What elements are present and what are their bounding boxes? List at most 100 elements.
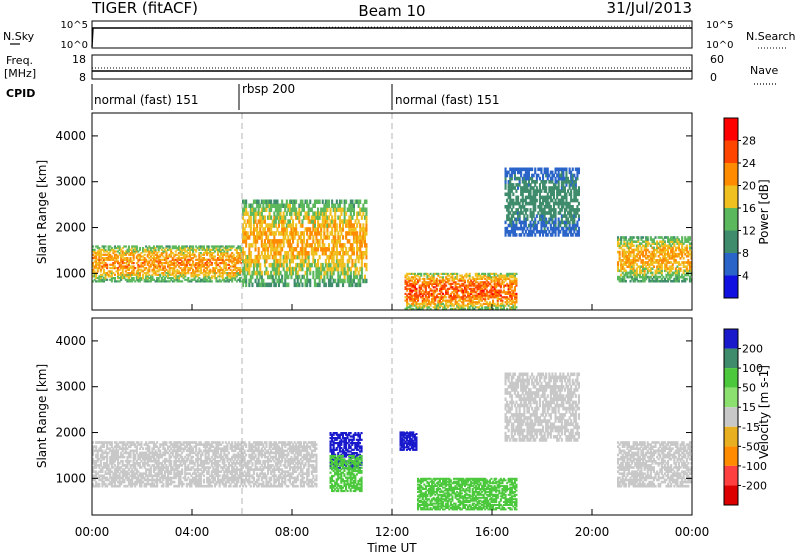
power-cell-0 bbox=[185, 250, 188, 253]
power-cell-2 bbox=[434, 279, 437, 282]
power-cell-3 bbox=[560, 205, 563, 209]
power-cell-2 bbox=[507, 297, 510, 300]
power-cell-2 bbox=[468, 296, 471, 299]
power-cell-0 bbox=[138, 272, 141, 275]
power-cell-0 bbox=[187, 267, 190, 270]
power-cell-2 bbox=[459, 274, 462, 277]
power-cell-0 bbox=[240, 250, 243, 253]
power-cell-0 bbox=[220, 250, 223, 253]
power-cell-2 bbox=[509, 279, 512, 282]
power-cell-2 bbox=[442, 306, 445, 309]
power-cell-1 bbox=[259, 282, 262, 288]
power-cell-2 bbox=[448, 282, 451, 285]
power-cell-0 bbox=[165, 247, 168, 250]
power-cell-2 bbox=[448, 274, 451, 277]
power-cell-2 bbox=[415, 294, 418, 297]
power-cell-0 bbox=[157, 265, 160, 268]
power-cell-1 bbox=[351, 247, 354, 252]
power-cell-2 bbox=[498, 292, 501, 295]
power-cell-0 bbox=[145, 277, 148, 280]
power-cell-3 bbox=[513, 201, 516, 206]
power-cell-2 bbox=[456, 289, 459, 292]
power-cell-2 bbox=[445, 304, 448, 307]
power-cell-2 bbox=[496, 291, 499, 294]
power-cell-0 bbox=[138, 277, 141, 280]
power-cell-2 bbox=[509, 299, 512, 302]
power-cell-4 bbox=[688, 244, 691, 248]
power-cell-1 bbox=[324, 258, 327, 264]
power-cell-0 bbox=[212, 268, 215, 271]
power-cell-0 bbox=[143, 262, 146, 265]
power-cell-1 bbox=[337, 266, 340, 272]
power-cell-2 bbox=[426, 304, 429, 307]
power-cell-3 bbox=[534, 198, 537, 203]
velocity-cell-0 bbox=[98, 447, 101, 450]
power-cell-4 bbox=[618, 250, 621, 254]
power-cell-3 bbox=[535, 223, 538, 228]
power-cell-2 bbox=[473, 282, 476, 285]
power-cell-4 bbox=[620, 265, 623, 268]
power-cell-1 bbox=[295, 207, 298, 212]
power-cell-2 bbox=[446, 292, 449, 295]
power-cell-1 bbox=[359, 239, 362, 244]
power-cell-2 bbox=[496, 277, 499, 280]
velocity-cell-0 bbox=[92, 478, 95, 482]
power-cell-0 bbox=[102, 280, 105, 283]
power-cell-2 bbox=[457, 299, 460, 302]
power-cell-2 bbox=[495, 306, 498, 309]
power-cell-2 bbox=[502, 277, 505, 280]
power-cell-0 bbox=[167, 248, 170, 251]
power-cell-3 bbox=[524, 173, 527, 178]
power-cell-0 bbox=[143, 253, 146, 256]
power-cell-3 bbox=[545, 205, 548, 209]
power-cell-2 bbox=[487, 306, 490, 309]
power-cell-1 bbox=[249, 219, 252, 224]
power-cell-0 bbox=[151, 250, 154, 253]
power-cell-1 bbox=[335, 243, 338, 248]
power-cell-2 bbox=[506, 302, 509, 305]
power-cell-3 bbox=[537, 167, 540, 172]
power-cell-0 bbox=[174, 250, 177, 253]
power-cell-3 bbox=[542, 233, 545, 237]
power-cell-0 bbox=[240, 247, 243, 250]
power-cell-1 bbox=[323, 215, 326, 220]
power-cell-1 bbox=[290, 199, 293, 204]
power-cell-0 bbox=[159, 265, 162, 268]
power-cell-2 bbox=[451, 296, 454, 299]
power-cell-2 bbox=[406, 272, 409, 275]
power-cell-0 bbox=[102, 260, 105, 263]
power-cell-2 bbox=[484, 284, 487, 287]
power-cell-1 bbox=[296, 278, 299, 284]
power-cell-2 bbox=[412, 276, 415, 279]
power-cell-4 bbox=[623, 279, 626, 283]
power-cell-3 bbox=[554, 208, 557, 212]
power-cell-1 bbox=[285, 227, 288, 232]
power-cell-2 bbox=[446, 274, 449, 277]
power-cell-3 bbox=[542, 173, 545, 178]
power-cell-0 bbox=[99, 265, 102, 268]
power-cell-3 bbox=[543, 208, 546, 212]
power-cell-2 bbox=[410, 296, 413, 299]
power-cell-3 bbox=[520, 220, 523, 225]
power-cell-2 bbox=[449, 301, 452, 304]
power-cell-2 bbox=[499, 282, 502, 285]
power-cell-3 bbox=[565, 217, 568, 222]
power-cell-2 bbox=[482, 286, 485, 289]
power-cell-4 bbox=[617, 238, 620, 241]
power-cell-0 bbox=[217, 263, 220, 266]
power-cell-1 bbox=[363, 231, 366, 236]
power-cell-3 bbox=[543, 183, 546, 187]
power-cell-3 bbox=[532, 186, 535, 190]
power-cell-3 bbox=[540, 230, 543, 234]
power-cell-4 bbox=[663, 254, 666, 258]
power-cell-2 bbox=[479, 289, 482, 292]
power-cell-2 bbox=[479, 304, 482, 307]
power-cell-4 bbox=[682, 265, 685, 268]
power-cell-2 bbox=[423, 277, 426, 280]
power-cell-2 bbox=[427, 302, 430, 305]
power-cell-2 bbox=[476, 272, 479, 275]
power-cell-0 bbox=[202, 275, 205, 278]
power-cell-3 bbox=[527, 233, 530, 237]
power-cell-0 bbox=[123, 267, 126, 270]
power-cell-1 bbox=[351, 199, 354, 204]
